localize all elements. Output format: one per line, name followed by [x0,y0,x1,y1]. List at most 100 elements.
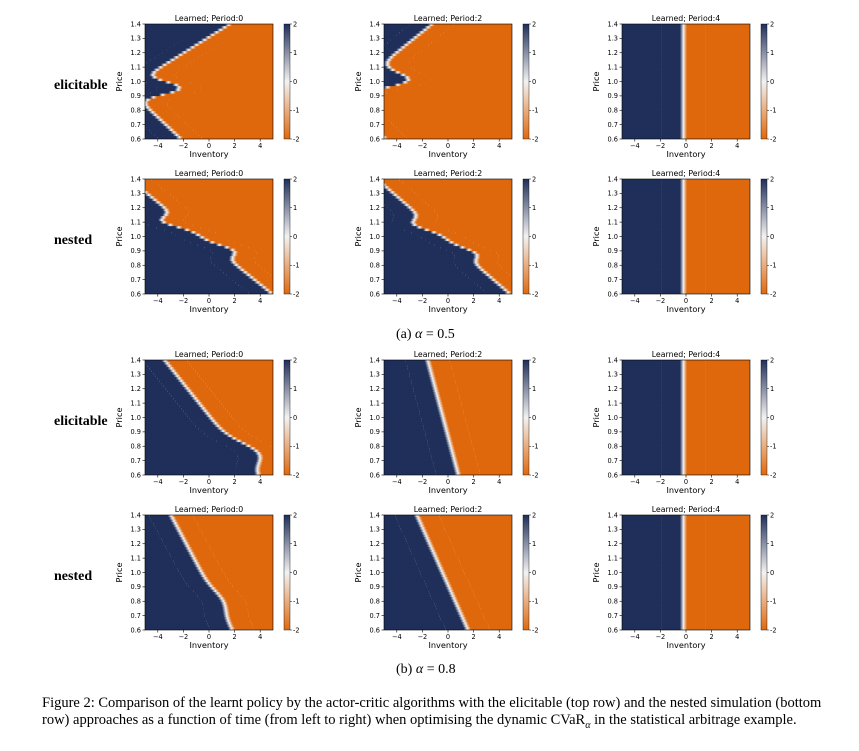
y-tick-label: 0.9 [370,428,381,436]
heatmap-field [384,24,512,139]
y-tick-label: 1.2 [370,540,381,548]
heatmap-field [384,179,512,294]
y-tick-label: 0.7 [608,121,619,129]
y-tick-label: 0.8 [608,262,619,270]
colorbar-tick-label: -2 [770,135,777,143]
y-tick-label: 1.3 [608,190,619,198]
colorbar-tick-label: -1 [293,107,300,115]
x-tick-label: −2 [656,142,666,150]
colorbar [283,23,291,140]
y-tick-label: 0.6 [370,626,381,634]
heatmap-svg: Learned; Period:0 −4 −2 0 2 4 0.6 0.7 0.8 0.9 1.0 1… [114,169,300,314]
panel-title: Learned; Period:2 [414,350,483,359]
x-tick-label: −4 [630,478,640,486]
x-tick-label: 0 [684,297,688,305]
colorbar-tick-label: -2 [293,135,300,143]
panel-title: Learned; Period:0 [175,169,244,178]
x-tick-label: −4 [392,297,402,305]
x-tick-label: 4 [258,142,262,150]
x-tick-label: 4 [497,142,501,150]
heatmap-svg: Learned; Period:2 −4 −2 0 2 4 0.6 0.7 0.8 0.9 1.0 1… [353,14,539,159]
colorbar-tick-label: 0 [293,233,297,241]
y-tick-label: 0.7 [370,612,381,620]
x-axis-label: Inventory [666,304,705,314]
panel-title: Learned; Period:2 [414,169,483,178]
colorbar-tick-label: 2 [770,175,774,183]
x-tick-label: 0 [684,633,688,641]
y-tick-label: 0.8 [131,262,142,270]
colorbar-tick-label: 2 [293,511,297,519]
y-tick-label: 0.6 [608,135,619,143]
colorbar-tick-label: 1 [293,49,297,57]
y-tick-label: 1.1 [131,554,142,562]
colorbar-tick-label: -2 [293,626,300,634]
subcaption-a-prefix: (a) [396,327,416,342]
colorbar-tick-label: 0 [532,569,536,577]
y-tick-label: 0.6 [370,471,381,479]
y-axis-label: Price [353,563,363,583]
colorbar-tick-label: 0 [770,569,774,577]
colorbar-tick-label: 1 [770,204,774,212]
x-tick-label: 2 [471,633,475,641]
colorbar-tick-label: 0 [770,233,774,241]
y-tick-label: 1.2 [608,540,619,548]
colorbar-tick-label: -1 [532,107,539,115]
y-tick-label: 1.0 [608,78,619,86]
x-axis-label: Inventory [666,485,705,495]
x-tick-label: −4 [153,478,163,486]
y-tick-label: 0.8 [370,443,381,451]
colorbar-tick-label: 2 [293,175,297,183]
x-tick-label: 0 [446,142,450,150]
y-tick-label: 1.3 [370,526,381,534]
y-tick-label: 0.9 [608,92,619,100]
y-tick-label: 1.3 [131,371,142,379]
y-tick-label: 1.1 [608,218,619,226]
y-tick-label: 1.3 [608,371,619,379]
caption-text: Figure 2: Comparison of the learnt polic… [42,695,822,728]
x-tick-label: 0 [684,142,688,150]
colorbar-tick-label: 2 [770,511,774,519]
y-tick-label: 1.4 [608,20,619,28]
caption-text-end: in the statistical arbitrage example. [590,712,797,728]
y-tick-label: 1.1 [370,218,381,226]
colorbar-tick-label: -2 [293,290,300,298]
y-tick-label: 0.6 [131,626,142,634]
heatmap-field [145,360,273,475]
heatmap-field [145,24,273,139]
y-tick-label: 1.2 [370,385,381,393]
y-tick-label: 0.8 [608,598,619,606]
x-tick-label: −4 [392,142,402,150]
panel-title: Learned; Period:4 [652,505,721,514]
y-tick-label: 0.9 [131,583,142,591]
y-tick-label: 0.8 [608,443,619,451]
y-tick-label: 0.9 [370,92,381,100]
x-tick-label: −4 [153,297,163,305]
heatmap-field [622,360,750,475]
y-axis-label: Price [591,72,601,92]
colorbar-tick-label: -1 [770,598,777,606]
y-tick-label: 1.2 [131,49,142,57]
y-axis-label: Price [591,227,601,247]
colorbar [283,359,291,476]
panel-title: Learned; Period:0 [175,505,244,514]
x-axis-label: Inventory [189,149,228,159]
x-tick-label: −4 [630,633,640,641]
x-tick-label: 0 [446,297,450,305]
figure-caption: Figure 2: Comparison of the learnt polic… [42,695,832,734]
colorbar-tick-label: -1 [293,598,300,606]
panel-title: Learned; Period:4 [652,350,721,359]
y-tick-label: 1.0 [608,569,619,577]
x-tick-label: 4 [735,297,739,305]
y-tick-label: 0.9 [370,583,381,591]
y-tick-label: 1.0 [608,414,619,422]
x-axis-label: Inventory [666,640,705,650]
x-tick-label: −2 [418,142,428,150]
colorbar-tick-label: 0 [293,78,297,86]
colorbar-tick-label: 1 [770,385,774,393]
y-tick-label: 1.2 [608,385,619,393]
x-tick-label: 4 [258,478,262,486]
y-tick-label: 1.1 [608,63,619,71]
y-tick-label: 0.8 [370,107,381,115]
colorbar-tick-label: -2 [532,135,539,143]
colorbar-tick-label: 2 [532,511,536,519]
